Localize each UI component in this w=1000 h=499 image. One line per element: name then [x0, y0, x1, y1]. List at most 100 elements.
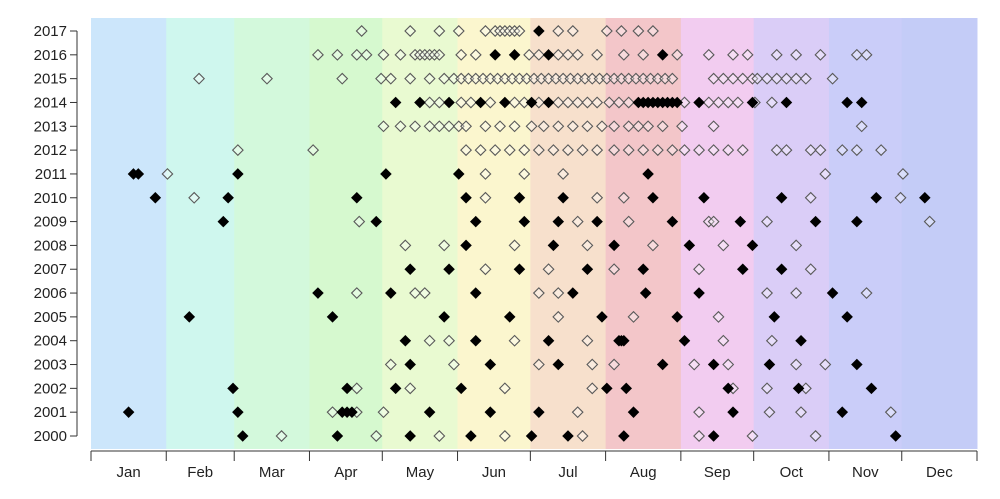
open-diamond-marker — [780, 72, 793, 85]
filled-diamond-marker — [792, 382, 805, 395]
filled-diamond-marker — [399, 334, 412, 347]
open-diamond-marker — [331, 48, 344, 61]
filled-diamond-marker — [552, 358, 565, 371]
month-band-oct — [753, 18, 830, 449]
open-diamond-marker — [875, 144, 888, 157]
filled-diamond-marker — [542, 96, 555, 109]
open-diamond-marker — [646, 25, 659, 37]
filled-diamond-marker — [341, 382, 353, 395]
filled-diamond-marker — [809, 215, 822, 228]
open-diamond-marker — [717, 239, 730, 252]
open-diamond-marker — [571, 48, 584, 61]
open-diamond-marker — [761, 382, 774, 395]
open-diamond-marker — [423, 72, 436, 85]
open-diamond-marker — [896, 167, 909, 180]
y-tick-label: 2012 — [34, 142, 67, 159]
open-diamond-marker — [394, 48, 407, 61]
filled-diamond-marker — [122, 406, 135, 418]
filled-diamond-marker — [557, 191, 569, 204]
filled-diamond-marker — [465, 430, 477, 442]
open-diamond-marker — [722, 144, 735, 157]
open-diamond-marker — [498, 430, 511, 442]
open-diamond-marker — [443, 120, 456, 133]
filled-diamond-marker — [865, 382, 878, 395]
filled-diamond-marker — [562, 430, 574, 442]
open-diamond-marker — [814, 48, 827, 61]
open-diamond-marker — [765, 96, 778, 109]
open-diamond-marker — [693, 430, 706, 442]
open-markers — [161, 25, 936, 442]
open-diamond-marker — [360, 48, 373, 61]
filled-diamond-marker — [608, 239, 620, 252]
open-diamond-marker — [518, 167, 531, 180]
open-diamond-marker — [455, 48, 468, 61]
filled-diamond-marker — [698, 191, 710, 204]
filled-diamond-marker — [795, 334, 807, 347]
open-diamond-marker — [404, 382, 417, 395]
month-band-jul — [530, 18, 607, 449]
filled-diamond-marker — [469, 215, 482, 228]
open-diamond-marker — [552, 48, 565, 61]
x-tick-label: May — [406, 464, 435, 481]
open-diamond-marker — [780, 144, 793, 157]
filled-diamond-marker — [841, 311, 853, 323]
month-band-may — [382, 18, 459, 449]
filled-diamond-marker — [533, 406, 545, 418]
open-diamond-marker — [591, 191, 604, 204]
open-diamond-marker — [712, 96, 725, 109]
filled-diamond-marker — [423, 406, 436, 418]
open-diamond-marker — [447, 358, 460, 371]
open-diamond-marker — [632, 25, 645, 37]
filled-diamond-marker — [542, 49, 555, 61]
filled-diamond-marker — [404, 430, 416, 442]
open-diamond-marker — [423, 120, 436, 133]
filled-diamond-marker — [581, 263, 594, 276]
open-diamond-marker — [836, 144, 849, 157]
filled-diamond-marker — [678, 334, 691, 347]
filled-diamond-marker — [443, 96, 455, 109]
open-diamond-marker — [479, 25, 492, 37]
filled-diamond-marker — [460, 191, 472, 204]
open-diamond-marker — [860, 287, 873, 300]
open-diamond-marker — [443, 334, 456, 347]
filled-diamond-marker — [851, 358, 863, 371]
filled-diamond-marker — [518, 215, 531, 228]
y-tick-label: 2016 — [34, 47, 67, 64]
open-diamond-marker — [508, 239, 521, 252]
open-diamond-marker — [581, 120, 594, 133]
open-diamond-marker — [622, 144, 635, 157]
open-diamond-marker — [688, 358, 701, 371]
open-diamond-marker — [678, 144, 691, 157]
filled-diamond-marker — [775, 263, 788, 276]
open-diamond-marker — [642, 120, 655, 133]
y-tick-label: 2009 — [34, 214, 67, 231]
y-tick-label: 2005 — [34, 309, 67, 326]
open-diamond-marker — [479, 263, 492, 276]
filled-diamond-marker — [326, 311, 339, 323]
open-diamond-marker — [790, 287, 803, 300]
open-diamond-marker — [455, 96, 468, 109]
open-diamond-marker — [433, 120, 446, 133]
open-diamond-marker — [571, 406, 584, 419]
open-diamond-marker — [790, 48, 803, 61]
open-diamond-marker — [377, 406, 390, 419]
open-diamond-marker — [423, 96, 436, 109]
open-diamond-marker — [860, 48, 873, 61]
y-tick-label: 2000 — [34, 428, 67, 445]
y-tick-label: 2002 — [34, 380, 67, 397]
open-diamond-marker — [736, 144, 749, 157]
open-diamond-marker — [923, 215, 936, 228]
open-diamond-marker — [404, 25, 417, 37]
open-diamond-marker — [761, 215, 774, 228]
open-diamond-marker — [537, 120, 550, 133]
open-diamond-marker — [409, 120, 422, 133]
open-diamond-marker — [651, 144, 664, 157]
open-diamond-marker — [494, 120, 506, 133]
filled-diamond-marker — [775, 191, 788, 204]
x-tick-label: Jun — [482, 464, 506, 481]
open-diamond-marker — [350, 287, 363, 300]
open-diamond-marker — [552, 120, 565, 133]
open-diamond-marker — [741, 48, 754, 61]
